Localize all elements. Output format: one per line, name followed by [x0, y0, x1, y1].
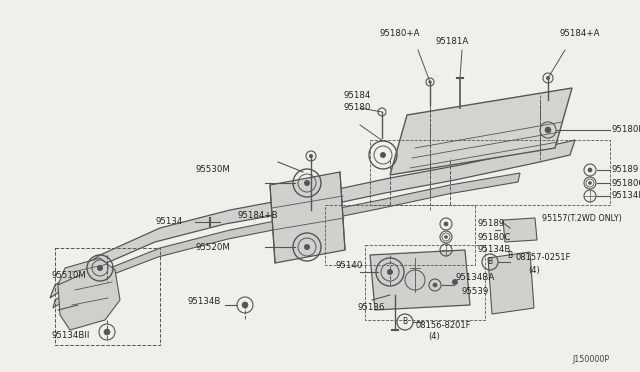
Text: J150000P: J150000P — [572, 356, 609, 365]
Text: 95530M: 95530M — [195, 166, 230, 174]
Text: 95184+A: 95184+A — [560, 29, 600, 38]
Text: 95180+A: 95180+A — [380, 29, 420, 38]
Circle shape — [309, 154, 313, 158]
Text: (4): (4) — [428, 333, 440, 341]
Circle shape — [304, 180, 310, 186]
Text: 95510M: 95510M — [52, 270, 87, 279]
Text: 08156-8201F: 08156-8201F — [415, 321, 470, 330]
Text: 95189: 95189 — [612, 166, 639, 174]
Text: (4): (4) — [528, 266, 540, 275]
Circle shape — [444, 222, 448, 226]
Polygon shape — [390, 88, 572, 175]
Text: 95180C: 95180C — [612, 179, 640, 187]
Polygon shape — [53, 173, 520, 308]
Circle shape — [104, 329, 110, 335]
Circle shape — [445, 235, 447, 238]
Text: 95134BA: 95134BA — [455, 273, 494, 282]
Circle shape — [452, 279, 458, 285]
Circle shape — [304, 244, 310, 250]
Text: B: B — [403, 317, 408, 327]
Polygon shape — [488, 252, 534, 314]
Circle shape — [380, 152, 386, 158]
Text: 95134B: 95134B — [188, 298, 221, 307]
Text: 95136: 95136 — [357, 304, 385, 312]
Text: 95184+B: 95184+B — [238, 211, 278, 219]
Polygon shape — [503, 218, 537, 242]
Text: 95189: 95189 — [478, 219, 505, 228]
Circle shape — [242, 302, 248, 308]
Polygon shape — [58, 258, 120, 330]
Polygon shape — [50, 140, 575, 298]
Text: 95140: 95140 — [335, 260, 362, 269]
Text: B: B — [488, 257, 493, 266]
Circle shape — [545, 127, 551, 133]
Text: 08157-0251F: 08157-0251F — [516, 253, 572, 263]
Text: 95134B: 95134B — [612, 192, 640, 201]
Text: 95181A: 95181A — [435, 38, 468, 46]
Text: 95134B: 95134B — [478, 246, 511, 254]
Circle shape — [97, 265, 103, 271]
Text: 95180C: 95180C — [478, 232, 511, 241]
Text: B: B — [508, 250, 513, 260]
Circle shape — [588, 168, 592, 172]
Text: 95157(T.2WD ONLY): 95157(T.2WD ONLY) — [542, 214, 622, 222]
Circle shape — [589, 182, 591, 185]
Text: 95539: 95539 — [462, 288, 489, 296]
Text: 95180: 95180 — [344, 103, 371, 112]
Circle shape — [387, 269, 393, 275]
Text: 95134BII: 95134BII — [52, 330, 90, 340]
Polygon shape — [270, 172, 345, 263]
Text: 95520M: 95520M — [195, 243, 230, 251]
Circle shape — [433, 283, 437, 287]
Text: 95180N: 95180N — [612, 125, 640, 135]
Circle shape — [546, 76, 550, 80]
Polygon shape — [370, 250, 470, 310]
Text: 95134: 95134 — [155, 218, 182, 227]
Text: 95184: 95184 — [344, 90, 371, 99]
Circle shape — [428, 80, 431, 84]
